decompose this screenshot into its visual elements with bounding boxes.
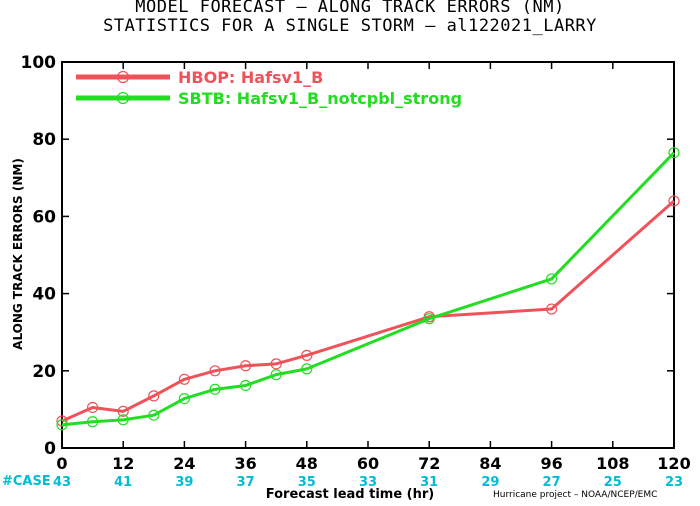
series-1-point (545, 303, 558, 315)
series-1-point (56, 415, 68, 427)
case-count: 43 (53, 475, 71, 490)
legend-marker-2 (116, 91, 130, 105)
series-2-point (240, 379, 252, 392)
case-count: 25 (604, 475, 622, 490)
series-2-point (148, 409, 160, 421)
x-tick-label: 84 (479, 454, 501, 473)
case-count: 33 (359, 475, 377, 490)
axes: 0 20 40 60 80 100 0 12 24 36 48 60 72 84 96 108 120 (21, 53, 691, 473)
series-1-point (668, 195, 680, 207)
chart-title-line1: MODEL FORECAST – ALONG TRACK ERRORS (NM) (135, 0, 565, 17)
series-2-point (209, 383, 221, 395)
series-1-point (178, 373, 190, 385)
series-2-point (668, 147, 680, 159)
series-2-point (301, 363, 313, 375)
series-2-point (56, 419, 68, 431)
case-count: 39 (175, 475, 193, 490)
series-group (56, 147, 680, 431)
x-tick-label: 108 (596, 454, 629, 473)
series-2-point (545, 273, 558, 285)
case-count: 27 (543, 475, 561, 490)
y-tick-label: 20 (32, 362, 56, 382)
x-tick-label: 96 (540, 454, 562, 473)
case-count: 41 (114, 475, 132, 490)
y-axis-label: ALONG TRACK ERRORS (NM) (11, 158, 25, 350)
x-tick-label: 0 (56, 454, 67, 473)
x-tick-label: 12 (112, 454, 134, 473)
case-count: 31 (420, 475, 438, 490)
series-1-point (240, 360, 252, 372)
chart-title-line2: STATISTICS FOR A SINGLE STORM – al122021… (103, 16, 597, 36)
x-tick-label: 120 (657, 454, 690, 473)
x-tick-label: 36 (234, 454, 256, 473)
legend-label-2: SBTB: Hafsv1_B_notcpbl_strong (178, 89, 462, 108)
legend: HBOP: Hafsv1_B SBTB: Hafsv1_B_notcpbl_str… (76, 68, 462, 108)
case-count: 37 (237, 475, 255, 490)
case-count: 29 (481, 475, 499, 490)
legend-marker-1 (116, 70, 130, 84)
x-tick-label: 72 (418, 454, 440, 473)
series-2-point (117, 414, 129, 426)
series-1-point (86, 401, 99, 414)
legend-label-1: HBOP: Hafsv1_B (178, 68, 323, 87)
x-tick-label: 60 (357, 454, 379, 473)
series-1-point (209, 365, 221, 377)
series-1-point (270, 358, 282, 370)
series-line-1 (61, 199, 675, 423)
case-counts: 43 41 39 37 35 33 31 29 27 25 23 (53, 475, 683, 490)
y-tick-label: 0 (44, 439, 56, 459)
series-2-point (178, 392, 190, 405)
case-count: 23 (665, 475, 683, 490)
y-tick-label: 60 (32, 207, 56, 227)
plot-frame (61, 61, 675, 449)
case-count: 35 (298, 475, 316, 490)
series-1-point (148, 390, 160, 402)
y-tick-label: 80 (32, 130, 56, 150)
series-2-point (86, 416, 99, 428)
x-tick-label: 24 (173, 454, 195, 473)
credit-text: Hurricane project – NOAA/NCEP/EMC (493, 490, 658, 500)
x-tick-label: 48 (296, 454, 318, 473)
y-tick-label: 100 (21, 53, 57, 73)
x-axis-label: Forecast lead time (hr) (265, 487, 435, 502)
series-2-point (270, 369, 282, 381)
series-line-2 (61, 151, 676, 427)
series-2-point (423, 313, 435, 325)
series-1-point (301, 349, 313, 361)
series-1-point (117, 405, 129, 417)
case-label: #CASE (2, 474, 51, 489)
y-tick-label: 40 (32, 285, 56, 305)
